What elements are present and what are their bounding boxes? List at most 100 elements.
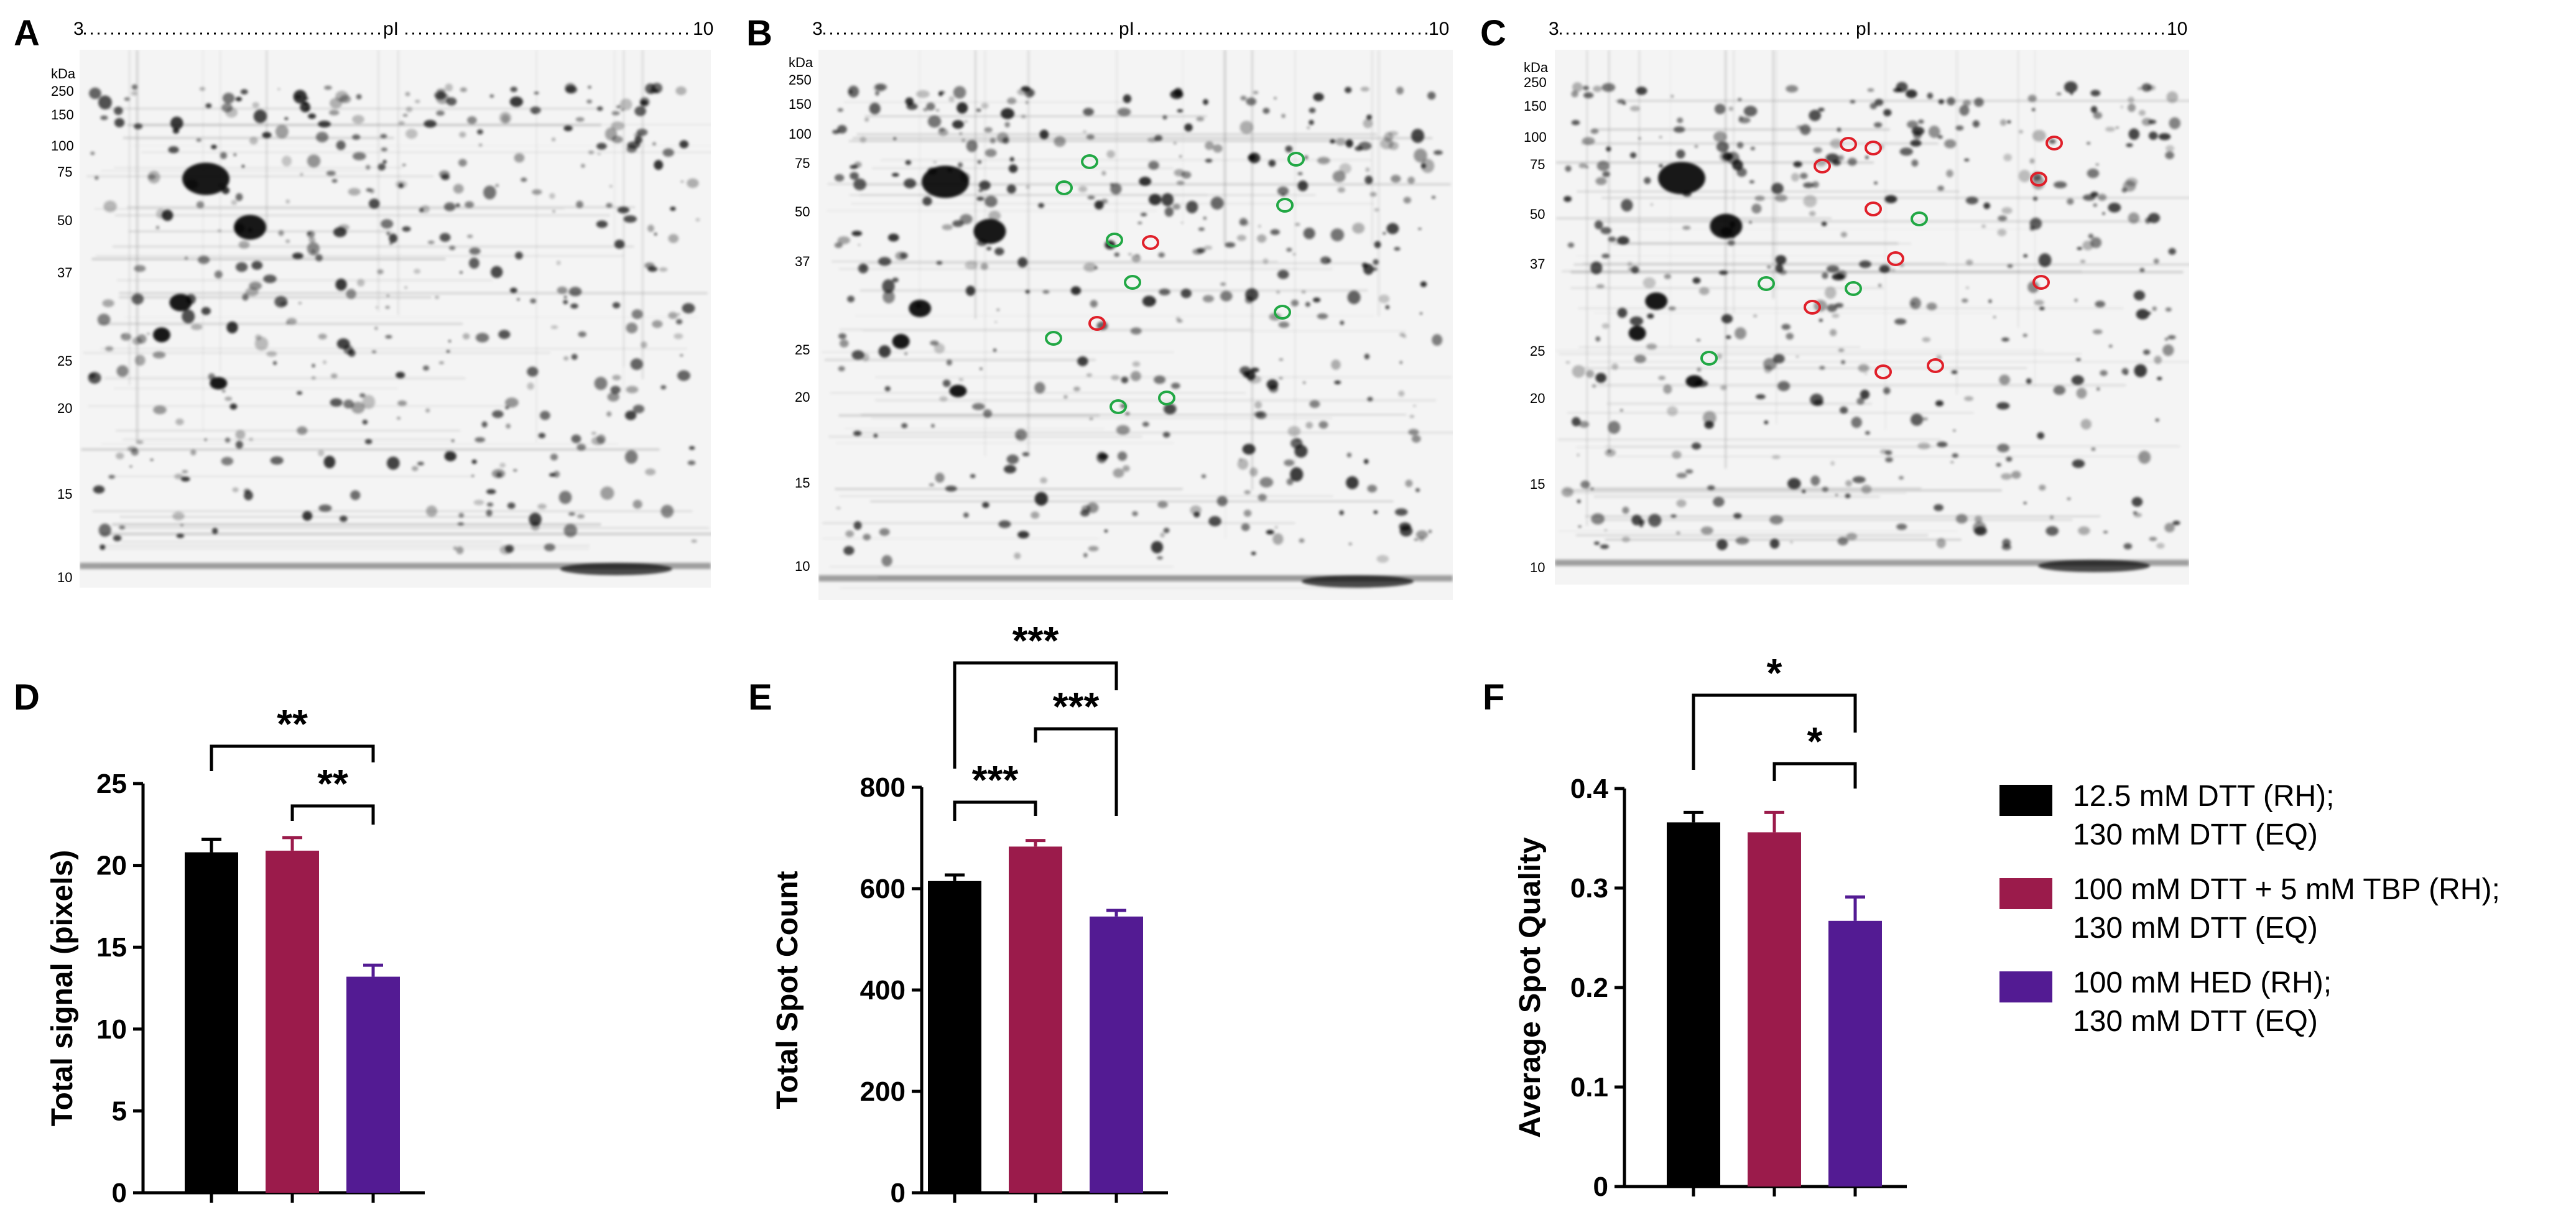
bar-chart-total-signal: Total signal (pixels) 0 5 10 15 20 25 **** (46, 701, 425, 1208)
kda-100: 100 (1524, 129, 1547, 145)
y-tick-label: 0.1 (1570, 1072, 1608, 1103)
significance-label: ** (277, 701, 308, 746)
panel-letter-e: E (748, 677, 772, 718)
y-tick-label: 0.4 (1570, 774, 1609, 804)
kda-10: 10 (1530, 560, 1545, 575)
pi-right: 10 (692, 19, 715, 40)
significance-label: * (1767, 650, 1782, 695)
kda-250: 250 (51, 83, 74, 99)
green-spot-marker (1845, 281, 1862, 296)
legend-label: 12.5 mM DTT (RH); 130 mM DTT (EQ) (2073, 777, 2334, 854)
y-tick-label: 0.2 (1570, 973, 1608, 1003)
pi-label: pI (1853, 19, 1874, 40)
green-spot-marker (1110, 399, 1127, 414)
red-spot-marker (1088, 316, 1106, 331)
kda-150: 150 (51, 107, 74, 123)
legend-line: 130 mM DTT (EQ) (2073, 818, 2318, 851)
pi-left: 3 (812, 19, 823, 39)
pi-dotted-line (84, 32, 706, 35)
gel-spots (818, 50, 1453, 589)
kda-50: 50 (795, 204, 810, 220)
kda-50: 50 (1530, 206, 1545, 222)
green-spot-marker (1045, 331, 1062, 346)
kda-150: 150 (1524, 98, 1547, 114)
kda-150: 150 (789, 96, 812, 112)
gel-image (1555, 50, 2189, 585)
green-spot-marker (1276, 198, 1294, 213)
kda-37: 37 (57, 265, 73, 280)
green-spot-marker (1700, 351, 1718, 366)
bar (266, 850, 319, 1193)
kda-75: 75 (1530, 157, 1545, 172)
significance-bracket (1772, 762, 1857, 789)
kda-100: 100 (789, 126, 812, 142)
significance-label: ** (317, 761, 348, 806)
kda-20: 20 (57, 400, 73, 416)
gel-background (818, 50, 1453, 600)
panel-letter: A (14, 13, 40, 53)
pi-dotted-line (1560, 32, 2182, 35)
green-spot-marker (1124, 275, 1141, 290)
y-tick-label: 20 (96, 851, 127, 881)
red-spot-marker (1804, 300, 1821, 315)
kda-250: 250 (789, 72, 812, 88)
y-tick-label: 200 (860, 1076, 906, 1107)
bar (1828, 920, 1882, 1187)
green-spot-marker (1911, 211, 1928, 226)
legend-label: 100 mM DTT + 5 mM TBP (RH); 130 mM DTT (… (2073, 871, 2500, 948)
red-spot-marker (1865, 201, 1882, 216)
bar (1009, 846, 1062, 1193)
y-tick-label: 0 (112, 1178, 127, 1208)
red-spot-marker (1865, 141, 1882, 155)
legend-line: 100 mM HED (RH); (2073, 966, 2332, 999)
significance-bracket (953, 661, 1118, 769)
red-spot-marker (1814, 159, 1831, 174)
bar (928, 881, 981, 1193)
bar (346, 976, 400, 1193)
significance-bracket (953, 800, 1037, 821)
kda-37: 37 (795, 254, 810, 269)
legend-swatch (1999, 971, 2052, 1002)
panel-letter: B (746, 13, 772, 53)
significance-bracket (290, 804, 375, 825)
kda-15: 15 (1530, 476, 1545, 492)
green-spot-marker (1055, 180, 1073, 195)
y-tick-label: 25 (96, 769, 127, 799)
significance-label: *** (1053, 684, 1100, 729)
y-axis-label: Total Spot Count (771, 871, 804, 1109)
pi-right: 10 (1427, 19, 1451, 40)
legend-line: 130 mM DTT (EQ) (2073, 912, 2318, 945)
spot-markers (1045, 152, 1305, 414)
panel-letter-f: F (1483, 677, 1505, 718)
y-axis-label: Average Spot Quality (1514, 837, 1547, 1138)
kda-25: 25 (795, 342, 810, 358)
kda-15: 15 (795, 475, 810, 491)
green-spot-marker (1081, 154, 1098, 169)
legend-line: 12.5 mM DTT (RH); (2073, 780, 2335, 813)
red-spot-marker (1142, 235, 1159, 250)
significance-label: *** (1012, 622, 1059, 663)
y-tick-label: 600 (860, 874, 906, 904)
panel-letter-d: D (14, 677, 40, 718)
bar (185, 852, 238, 1193)
red-spot-marker (1887, 251, 1904, 266)
bar (1090, 916, 1143, 1193)
red-spot-marker (2032, 275, 2050, 290)
significance-bracket (1692, 693, 1857, 770)
gel-image (818, 50, 1453, 600)
pi-dotted-line (823, 32, 1445, 35)
kda-unit: kDa (51, 66, 76, 81)
y-tick-label: 0.3 (1570, 873, 1608, 904)
y-tick-label: 15 (96, 932, 127, 963)
y-axis-label: Total signal (pixels) (46, 850, 79, 1127)
gel-spots (80, 50, 711, 575)
bar-chart-spot-count: Total Spot Count 0 200 400 600 800 *** *** *** (771, 622, 1168, 1208)
significance-label: *** (972, 757, 1019, 802)
pi-label: pI (1116, 19, 1137, 40)
y-tick-label: 0 (891, 1178, 906, 1208)
legend-swatch (1999, 785, 2052, 816)
gel-spots (1555, 50, 2189, 572)
red-spot-marker (1874, 364, 1892, 379)
kda-10: 10 (57, 570, 73, 585)
red-spot-marker (1840, 137, 1857, 152)
